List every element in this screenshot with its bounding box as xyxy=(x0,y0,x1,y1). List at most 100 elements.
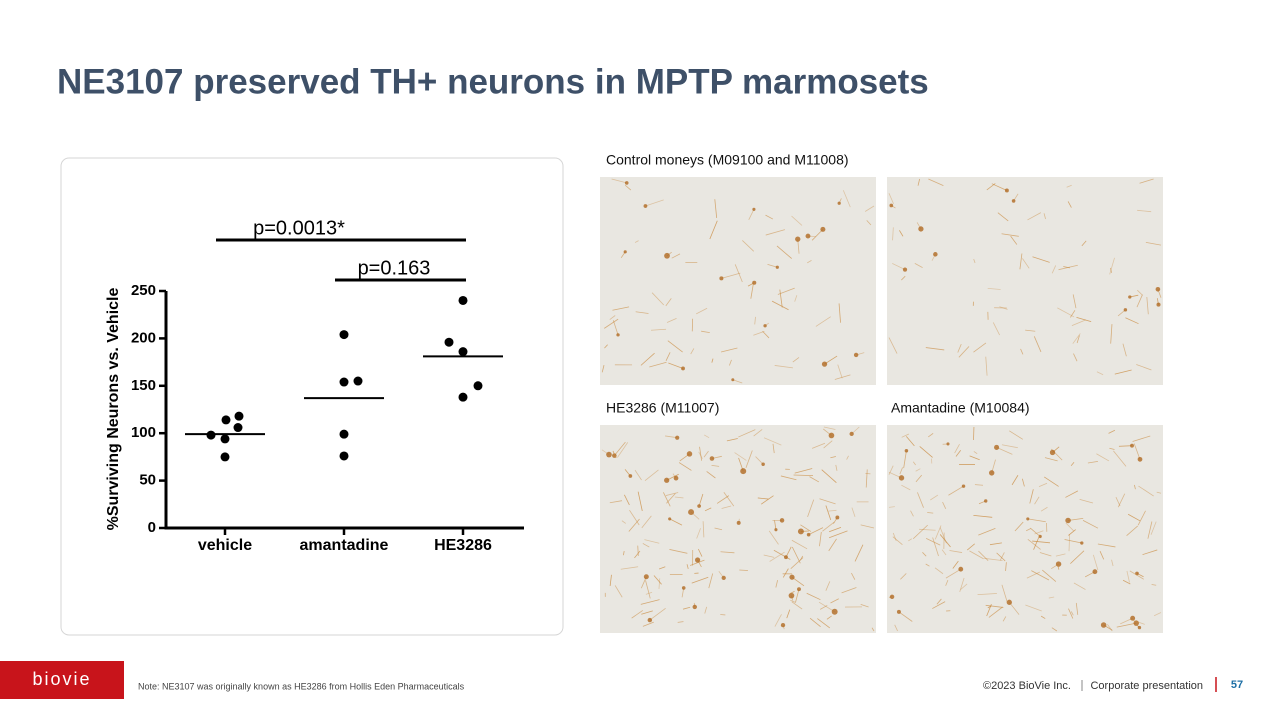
cell xyxy=(1011,199,1016,203)
fiber xyxy=(915,474,923,483)
logo: biovie xyxy=(32,669,91,689)
fiber xyxy=(691,576,709,584)
fiber xyxy=(987,287,1001,290)
fiber xyxy=(1031,570,1050,581)
cell xyxy=(797,528,804,535)
fiber xyxy=(777,287,795,295)
fiber xyxy=(682,606,691,610)
fiber xyxy=(945,568,961,579)
fiber xyxy=(1096,453,1110,462)
cell xyxy=(675,435,680,440)
cell xyxy=(721,575,726,580)
fiber xyxy=(663,492,671,507)
fiber xyxy=(830,598,839,604)
fiber xyxy=(634,550,641,559)
fiber xyxy=(1010,235,1018,245)
micrograph xyxy=(600,425,876,633)
fiber xyxy=(825,581,831,591)
fiber xyxy=(1081,240,1087,247)
cell xyxy=(1135,571,1139,576)
fiber xyxy=(1057,564,1060,570)
fiber xyxy=(892,227,894,241)
fiber xyxy=(791,215,803,226)
fiber xyxy=(999,552,1005,561)
fiber xyxy=(899,467,903,475)
fiber xyxy=(1139,178,1154,184)
cell xyxy=(788,592,795,599)
fiber xyxy=(948,485,964,496)
fiber xyxy=(1118,445,1133,447)
fiber xyxy=(1073,353,1078,362)
fiber xyxy=(762,330,770,339)
fiber xyxy=(748,209,755,220)
fiber xyxy=(927,512,934,514)
fiber xyxy=(790,599,796,603)
fiber xyxy=(641,610,653,615)
cell xyxy=(889,203,894,208)
fiber xyxy=(1130,619,1145,625)
fiber xyxy=(888,465,894,475)
fiber xyxy=(837,364,843,379)
fiber xyxy=(973,258,976,264)
cell xyxy=(849,431,854,437)
fiber xyxy=(1109,447,1115,450)
fiber xyxy=(914,263,923,268)
fiber xyxy=(617,442,629,458)
fiber xyxy=(765,229,785,236)
fiber xyxy=(755,456,764,465)
fiber xyxy=(808,527,824,536)
cell xyxy=(853,352,859,358)
fiber xyxy=(1044,457,1058,462)
fiber xyxy=(1129,570,1144,580)
cell xyxy=(1133,620,1139,626)
fiber xyxy=(763,554,775,558)
fiber xyxy=(954,443,960,454)
fiber xyxy=(973,451,978,455)
fiber xyxy=(629,509,640,526)
fiber xyxy=(669,549,688,554)
fiber xyxy=(645,580,651,599)
fiber xyxy=(791,539,808,550)
cell xyxy=(731,378,735,382)
fiber xyxy=(819,498,836,505)
fiber xyxy=(1048,596,1055,599)
cell xyxy=(763,324,767,328)
fiber xyxy=(1040,615,1046,619)
fiber xyxy=(1033,534,1041,550)
fiber xyxy=(1110,324,1113,344)
image-caption: Amantadine (M10084) xyxy=(891,400,1030,416)
fiber xyxy=(815,316,831,327)
cell xyxy=(780,622,786,628)
fiber xyxy=(604,318,619,329)
cell xyxy=(797,587,801,592)
fiber xyxy=(854,544,864,562)
fiber xyxy=(645,199,664,207)
fiber xyxy=(669,518,683,526)
data-point xyxy=(458,295,468,305)
fiber xyxy=(772,443,775,454)
fiber xyxy=(1150,521,1157,535)
fiber xyxy=(760,495,774,505)
cell xyxy=(988,470,995,476)
fiber xyxy=(701,330,710,333)
fiber xyxy=(750,283,754,299)
fiber xyxy=(820,605,828,610)
fiber xyxy=(1057,307,1075,318)
cell xyxy=(1004,188,1009,193)
cell xyxy=(774,528,778,532)
fiber xyxy=(1151,584,1157,586)
fiber xyxy=(974,484,984,486)
fiber xyxy=(985,604,1004,608)
fiber xyxy=(1127,513,1141,522)
fiber xyxy=(817,618,831,629)
fiber xyxy=(1033,336,1042,353)
fiber xyxy=(939,527,947,544)
fiber xyxy=(738,429,756,438)
fiber xyxy=(729,359,732,366)
significance-label: p=0.163 xyxy=(358,257,431,279)
cell xyxy=(697,504,701,508)
micrograph xyxy=(887,177,1163,385)
fiber xyxy=(706,471,716,479)
fiber xyxy=(642,621,654,627)
fiber xyxy=(1055,553,1066,557)
